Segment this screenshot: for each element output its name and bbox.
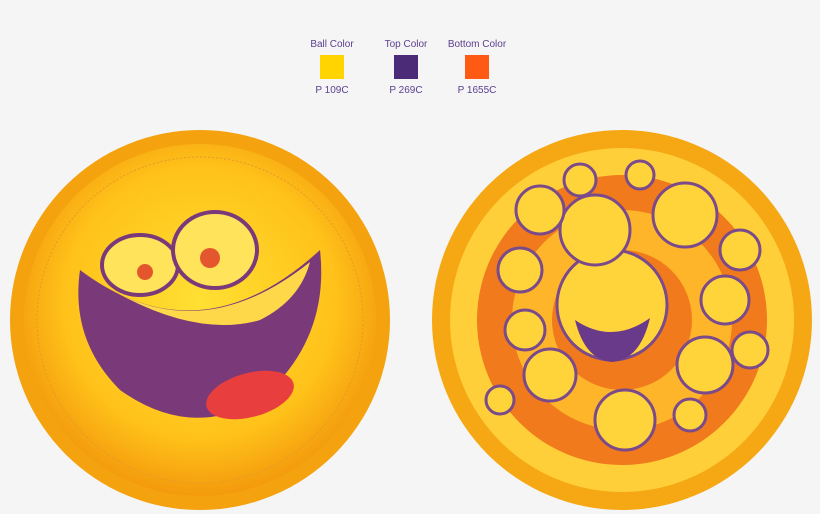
swatch-code: P 269C [389,85,422,96]
swatch-code: P 109C [315,85,348,96]
ball-bottom-view [432,130,812,510]
teeth [95,262,310,325]
swatch-code: P 1655C [458,85,497,96]
swatch: Top Color P 269C [385,39,428,96]
swatch-chip [320,55,344,79]
ball-top-view [10,130,390,510]
swatch-label: Ball Color [310,39,354,50]
ball-stitch [36,156,364,484]
swatch-label: Bottom Color [448,39,507,50]
swatch-list: Ball Color P 109C Top Color P 269C Botto… [310,39,507,96]
swatch-chip [465,55,489,79]
tongue [206,370,294,420]
swatch: Ball Color P 109C [310,39,354,96]
eye-left [100,233,180,297]
mouth [575,318,650,362]
swatch-label: Top Color [385,39,428,50]
pupil [137,264,153,280]
pupil [200,248,220,268]
swatch-chip [394,55,418,79]
swatch: Bottom Color P 1655C [448,39,507,96]
